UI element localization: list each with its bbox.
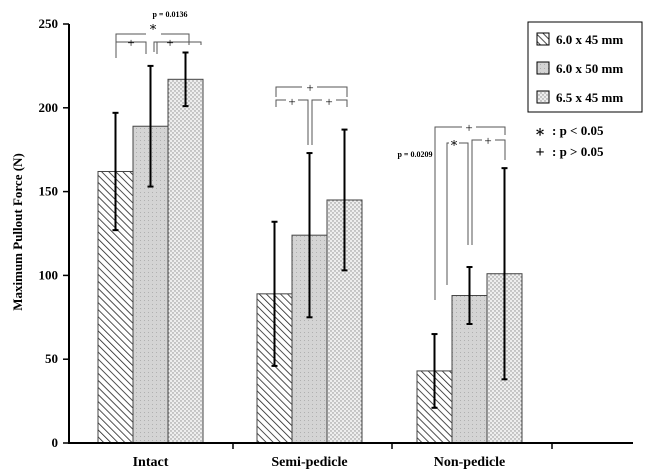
category-label: Intact <box>133 455 169 470</box>
y-tick-label: 0 <box>52 435 59 450</box>
legend-label-6045: 6.0 x 45 mm <box>556 32 623 47</box>
plus-non-top: + <box>465 120 472 135</box>
category-label: Non-pedicle <box>434 455 506 470</box>
legend-label-6050: 6.0 x 50 mm <box>556 61 623 76</box>
legend-swatch-6545 <box>536 90 550 104</box>
star-nonpedicle: ∗ <box>450 135 459 150</box>
significance-key: ∗ : p < 0.05 + : p > 0.05 <box>534 123 603 161</box>
y-tick-label: 50 <box>45 351 58 366</box>
significance-semipedicle: + + + <box>275 80 348 145</box>
category-labels: Intact Semi-pedicle Non-pedicle <box>133 455 506 470</box>
y-axis-label: Maximum Pullout Force (N) <box>10 153 25 311</box>
plus-intact-2: + <box>166 35 173 50</box>
key-label-star: : p < 0.05 <box>552 123 604 138</box>
key-symbol-star: ∗ <box>534 124 545 141</box>
plus-semi-top: + <box>306 80 313 95</box>
plus-intact-1: + <box>127 35 134 50</box>
significance-nonpedicle: + ∗ p = 0.0209 + <box>397 120 506 300</box>
plus-non-2: + <box>484 133 491 148</box>
legend: 6.0 x 45 mm 6.0 x 50 mm 6.5 x 45 mm <box>527 21 643 113</box>
category-label: Semi-pedicle <box>271 455 347 470</box>
plus-semi-2: + <box>325 94 332 109</box>
x-axis-ticks <box>232 443 553 449</box>
p-value-intact: p = 0.0136 <box>152 10 187 19</box>
legend-swatch-6050 <box>536 61 550 75</box>
y-tick-label: 250 <box>39 16 59 31</box>
y-tick-label: 150 <box>39 184 59 199</box>
significance-intact: p = 0.0136 ∗ + + <box>115 10 202 58</box>
star-intact: ∗ <box>149 19 158 34</box>
p-value-nonpedicle: p = 0.0209 <box>397 150 432 159</box>
plus-semi-1: + <box>288 94 295 109</box>
y-tick-label: 200 <box>39 100 59 115</box>
legend-label-6545: 6.5 x 45 mm <box>556 90 623 105</box>
key-symbol-plus: + <box>535 144 544 161</box>
y-tick-label: 100 <box>39 267 59 282</box>
legend-swatch-6045 <box>536 32 550 46</box>
key-label-plus: : p > 0.05 <box>552 144 604 159</box>
error-bars <box>112 51 508 409</box>
y-axis-ticks: 0 50 100 150 200 250 <box>39 16 69 450</box>
bar-0-2 <box>167 78 204 444</box>
